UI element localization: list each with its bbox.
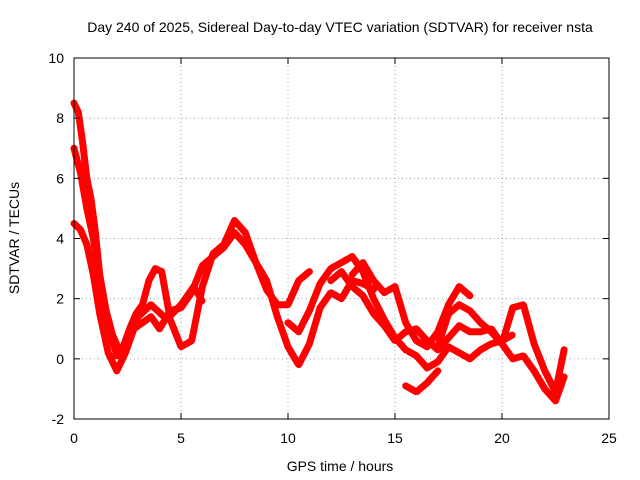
data-series <box>70 99 568 405</box>
y-tick-label: 10 <box>48 50 64 66</box>
x-tick-label: 10 <box>280 430 296 446</box>
y-tick-label: 8 <box>56 110 64 126</box>
x-tick-label: 5 <box>177 430 185 446</box>
y-tick-label: -2 <box>52 411 65 427</box>
series-sat-b <box>70 144 313 360</box>
x-tick-label: 20 <box>494 430 510 446</box>
y-tick-label: 2 <box>56 291 64 307</box>
x-axis-label: GPS time / hours <box>287 458 394 474</box>
x-tick-label: 15 <box>387 430 403 446</box>
y-tick-label: 4 <box>56 231 64 247</box>
series-sat-h <box>402 367 442 396</box>
x-tick-label: 0 <box>70 430 78 446</box>
series-sat-c <box>70 220 378 375</box>
x-tick-label: 25 <box>601 430 617 446</box>
grid-lines <box>74 58 609 419</box>
series-sat-g <box>434 301 568 396</box>
series-sat-f <box>348 259 474 351</box>
chart-title: Day 240 of 2025, Sidereal Day-to-day VTE… <box>87 19 593 35</box>
y-tick-label: 6 <box>56 170 64 186</box>
series-sat-d <box>284 253 517 372</box>
axis-ticks: 0 5 10 15 20 25 -2 0 2 4 6 8 10 <box>48 50 617 446</box>
series-sat-e <box>327 268 568 405</box>
y-tick-label: 0 <box>56 351 64 367</box>
y-axis-label: SDTVAR / TECUs <box>6 182 22 294</box>
